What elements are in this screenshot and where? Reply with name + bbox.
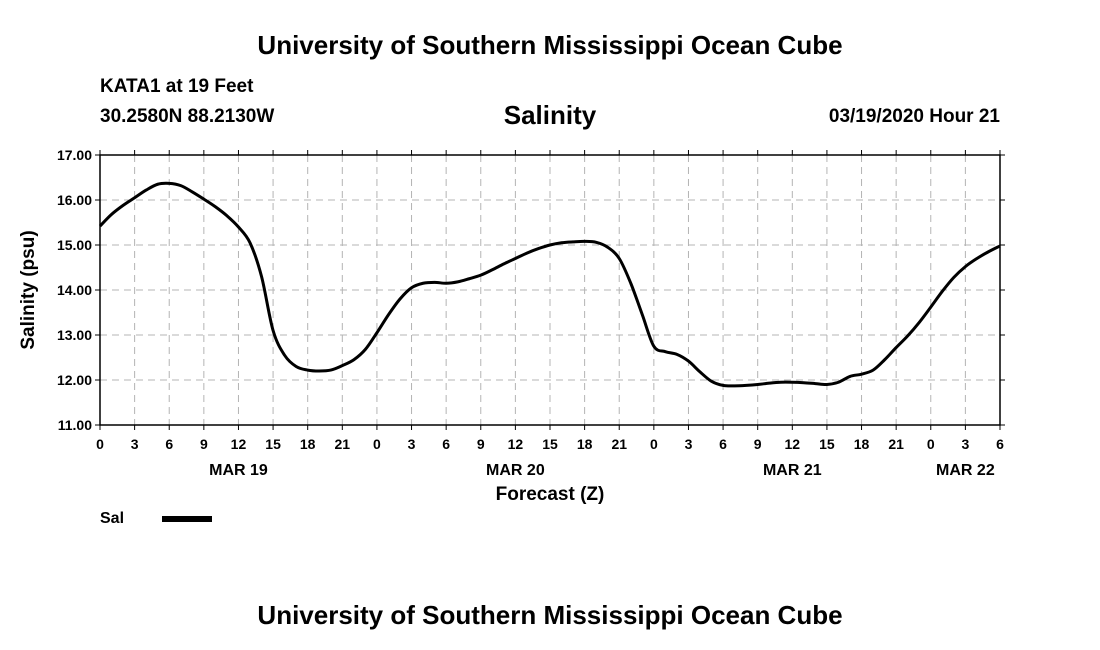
- x-axis-label: Forecast (Z): [496, 484, 605, 505]
- x-tick-label: 6: [442, 436, 450, 452]
- legend-label: Sal: [100, 510, 125, 527]
- x-tick-label: 6: [719, 436, 727, 452]
- x-tick-label: 21: [611, 436, 627, 452]
- date-label: MAR 20: [486, 462, 545, 479]
- date-label: MAR 19: [209, 462, 268, 479]
- x-tick-label: 21: [888, 436, 904, 452]
- x-tick-label: 15: [542, 436, 558, 452]
- ticks-layer: 11.00 12.00 13.00 14.00 15.00 16.00 17.00 0 3 6 9 1…: [57, 147, 1005, 479]
- date-label: MAR 22: [936, 462, 995, 479]
- x-tick-label: 12: [508, 436, 524, 452]
- date-label: MAR 21: [763, 462, 822, 479]
- station-label: KATA1 at 19 Feet: [100, 76, 254, 97]
- series-layer: [98, 181, 1001, 388]
- x-tick-label: 6: [165, 436, 173, 452]
- x-tick-label: 9: [754, 436, 762, 452]
- x-tick-label: 15: [265, 436, 281, 452]
- y-tick-label: 15.00: [57, 237, 92, 253]
- y-tick-label: 13.00: [57, 327, 92, 343]
- x-tick-label: 18: [577, 436, 593, 452]
- chart-title: Salinity: [503, 100, 597, 130]
- forecast-datetime: 03/19/2020 Hour 21: [828, 106, 1000, 127]
- legend-swatch: [162, 516, 212, 522]
- x-tick-label: 12: [785, 436, 801, 452]
- y-tick-label: 14.00: [57, 282, 92, 298]
- y-tick-label: 16.00: [57, 192, 92, 208]
- y-axis-label: Salinity (psu): [18, 230, 39, 349]
- x-tick-label: 9: [200, 436, 208, 452]
- grid-layer: [100, 155, 1000, 425]
- y-tick-label: 17.00: [57, 147, 92, 163]
- x-tick-label: 3: [131, 436, 139, 452]
- x-tick-label: 0: [96, 436, 104, 452]
- x-tick-label: 9: [477, 436, 485, 452]
- series-line-sal: [98, 181, 1001, 388]
- x-tick-label: 18: [854, 436, 870, 452]
- x-tick-label: 3: [961, 436, 969, 452]
- x-tick-label: 3: [685, 436, 693, 452]
- x-tick-label: 0: [927, 436, 935, 452]
- coordinates-label: 30.2580N 88.2130W: [100, 106, 275, 127]
- y-tick-label: 12.00: [57, 372, 92, 388]
- x-tick-label: 3: [408, 436, 416, 452]
- x-tick-label: 0: [373, 436, 381, 452]
- x-tick-label: 18: [300, 436, 316, 452]
- x-tick-label: 21: [335, 436, 351, 452]
- top-title: University of Southern Mississippi Ocean…: [257, 30, 843, 60]
- x-tick-label: 6: [996, 436, 1004, 452]
- y-tick-label: 11.00: [58, 417, 92, 433]
- bottom-title: University of Southern Mississippi Ocean…: [257, 600, 843, 630]
- x-tick-label: 12: [231, 436, 247, 452]
- x-tick-label: 0: [650, 436, 658, 452]
- x-tick-label: 15: [819, 436, 835, 452]
